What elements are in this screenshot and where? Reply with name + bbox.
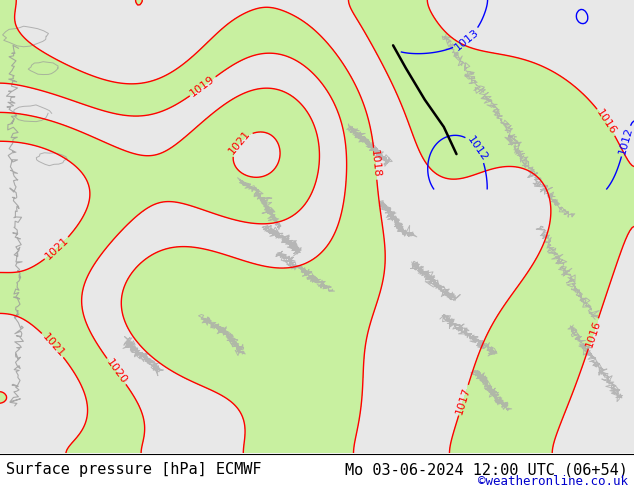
Text: 1021: 1021: [43, 235, 70, 262]
Text: 1019: 1019: [188, 74, 217, 99]
Text: 1012: 1012: [465, 134, 489, 163]
Text: 1018: 1018: [369, 149, 382, 178]
Text: 1017: 1017: [455, 385, 472, 415]
Text: 1012: 1012: [617, 126, 634, 156]
Text: 1020: 1020: [104, 357, 129, 386]
Text: 1021: 1021: [40, 331, 66, 359]
Text: Mo 03-06-2024 12:00 UTC (06+54): Mo 03-06-2024 12:00 UTC (06+54): [345, 463, 628, 477]
Text: 1013: 1013: [453, 27, 481, 52]
Text: 1016: 1016: [585, 318, 602, 348]
Text: 1021: 1021: [227, 128, 252, 156]
Text: ©weatheronline.co.uk: ©weatheronline.co.uk: [477, 475, 628, 488]
Text: Surface pressure [hPa] ECMWF: Surface pressure [hPa] ECMWF: [6, 463, 262, 477]
Text: 1016: 1016: [595, 108, 618, 137]
